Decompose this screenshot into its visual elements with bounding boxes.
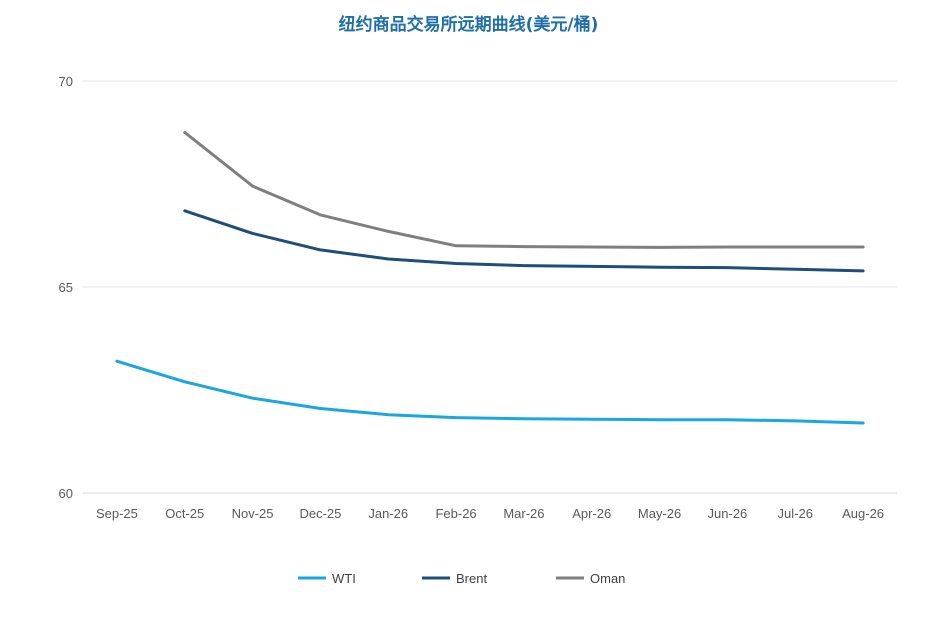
- legend: WTI Brent Oman: [298, 571, 625, 586]
- legend-label-wti: WTI: [332, 571, 356, 586]
- series-line-wti: [115, 359, 865, 425]
- y-tick-label: 70: [59, 74, 73, 89]
- x-tick-label: Jan-26: [368, 506, 408, 521]
- y-axis-ticks: 60 65 70: [59, 74, 73, 501]
- x-tick-label: Dec-25: [299, 506, 341, 521]
- legend-label-oman: Oman: [590, 571, 625, 586]
- series-line-brent: [183, 209, 865, 273]
- x-tick-label: Feb-26: [435, 506, 476, 521]
- x-tick-label: Sep-25: [96, 506, 138, 521]
- gridlines: [83, 80, 897, 494]
- x-tick-label: Jul-26: [778, 506, 813, 521]
- legend-label-brent: Brent: [456, 571, 487, 586]
- series-line-oman: [183, 131, 865, 249]
- x-tick-label: Aug-26: [842, 506, 884, 521]
- x-tick-label: Apr-26: [572, 506, 611, 521]
- series-lines: [115, 131, 865, 425]
- x-tick-label: Nov-25: [232, 506, 274, 521]
- y-tick-label: 65: [59, 280, 73, 295]
- x-tick-label: May-26: [638, 506, 681, 521]
- x-tick-label: Oct-25: [165, 506, 204, 521]
- y-tick-label: 60: [59, 486, 73, 501]
- chart-title: 纽约商品交易所远期曲线(美元/桶): [338, 15, 599, 35]
- x-tick-label: Mar-26: [503, 506, 544, 521]
- x-tick-label: Jun-26: [708, 506, 748, 521]
- x-axis-ticks: Sep-25 Oct-25 Nov-25 Dec-25 Jan-26 Feb-26 Mar-…: [96, 506, 884, 521]
